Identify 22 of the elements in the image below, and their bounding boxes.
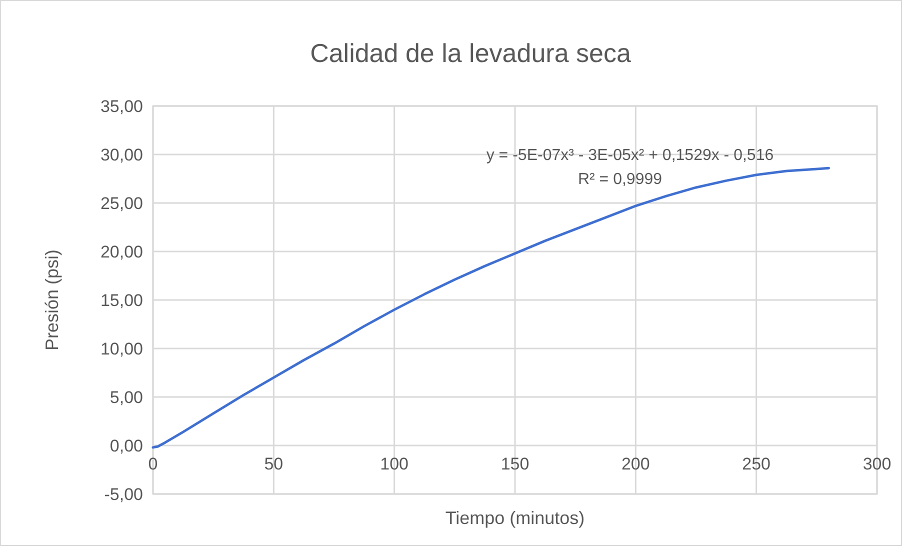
y-tick-label: 25,00	[100, 194, 143, 213]
annotation: y = -5E-07x³ - 3E-05x² + 0,1529x - 0,516	[486, 147, 774, 164]
x-tick-label: 0	[148, 454, 158, 474]
y-tick-label: 35,00	[100, 96, 143, 116]
y-tick-label: 10,00	[100, 339, 143, 358]
x-tick-label: 300	[862, 454, 892, 474]
y-tick-label: 20,00	[100, 242, 143, 262]
annotation: R² = 0,9999	[578, 171, 662, 188]
chart-title: Calidad de la levadura seca	[310, 38, 632, 68]
x-tick-label: 200	[621, 454, 650, 474]
x-tick-label: 150	[500, 454, 530, 474]
y-axis-title: Presión (psi)	[42, 249, 62, 351]
x-axis-title: Tiempo (minutos)	[445, 508, 585, 528]
y-tick-label: 0,00	[110, 436, 143, 456]
x-tick-label: 250	[742, 454, 771, 474]
y-tick-label: 5,00	[110, 388, 143, 407]
line-series	[152, 166, 830, 449]
x-tick-label: 100	[380, 454, 409, 474]
y-tick-label: 30,00	[100, 145, 143, 164]
y-tick-label: -5,00	[104, 484, 143, 504]
x-tick-label: 50	[264, 454, 284, 474]
y-tick-label: 15,00	[100, 290, 143, 310]
